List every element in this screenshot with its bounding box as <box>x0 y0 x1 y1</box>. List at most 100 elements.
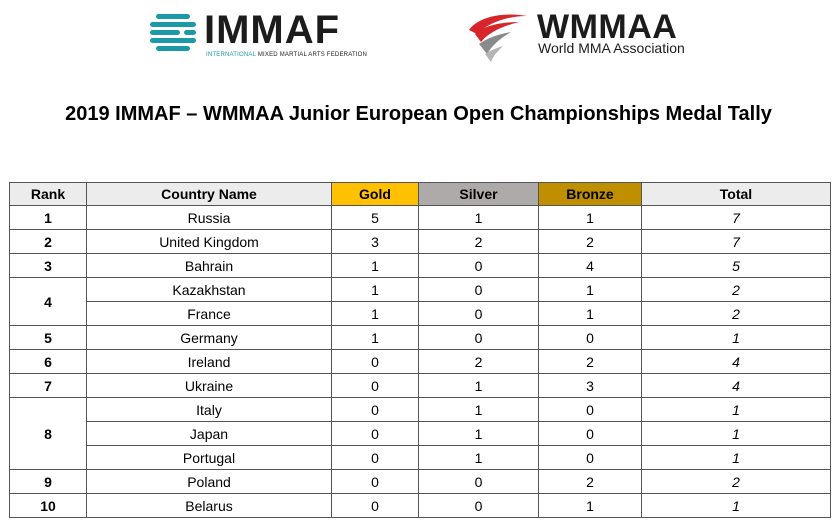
total-cell: 4 <box>641 373 831 398</box>
silver-cell: 0 <box>418 469 539 494</box>
gold-cell: 5 <box>331 205 419 230</box>
silver-cell: 1 <box>418 397 539 422</box>
table-row: 4 Kazakhstan 1 0 1 2 <box>9 277 831 326</box>
header-silver: Silver <box>418 182 539 206</box>
silver-cell: 0 <box>418 253 539 278</box>
immaf-stripes-logo-icon <box>150 14 196 51</box>
gold-cell: 0 <box>331 445 419 470</box>
total-cell: 1 <box>641 445 831 470</box>
bronze-cell: 0 <box>538 421 642 446</box>
country-cell: Belarus <box>86 493 332 518</box>
immaf-subtitle: INTERNATIONAL MIXED MARTIAL ARTS FEDERAT… <box>206 52 368 58</box>
table-row: 10 Belarus 0 0 1 1 <box>9 493 831 518</box>
silver-cell: 0 <box>418 277 539 302</box>
table-header-row: Rank Country Name Gold Silver Bronze Tot… <box>9 182 831 206</box>
gold-cell: 0 <box>331 421 419 446</box>
table-row: France 1 0 1 2 <box>10 301 831 326</box>
silver-cell: 1 <box>418 445 539 470</box>
gold-cell: 1 <box>331 301 419 326</box>
bronze-cell: 3 <box>538 373 642 398</box>
header-gold: Gold <box>331 182 419 206</box>
rank-cell: 5 <box>9 325 87 350</box>
rank-cell: 7 <box>9 373 87 398</box>
rank-cell: 4 <box>9 277 87 326</box>
rank-cell: 10 <box>9 493 87 518</box>
rank-cell: 8 <box>9 397 87 470</box>
header-bronze: Bronze <box>538 182 642 206</box>
gold-cell: 0 <box>331 469 419 494</box>
gold-cell: 0 <box>331 493 419 518</box>
country-cell: United Kingdom <box>86 229 332 254</box>
country-cell: Kazakhstan <box>86 277 332 302</box>
total-cell: 7 <box>641 229 831 254</box>
total-cell: 2 <box>641 301 831 326</box>
table-row: 6 Ireland 0 2 2 4 <box>9 349 831 374</box>
silver-cell: 0 <box>418 301 539 326</box>
gold-cell: 3 <box>331 229 419 254</box>
gold-cell: 0 <box>331 373 419 398</box>
bronze-cell: 2 <box>538 229 642 254</box>
country-cell: Ukraine <box>86 373 332 398</box>
table-row: 5 Germany 1 0 0 1 <box>9 325 831 350</box>
silver-cell: 0 <box>418 325 539 350</box>
wmmaa-subtitle: World MMA Association <box>538 40 685 56</box>
total-cell: 2 <box>641 469 831 494</box>
header-rank: Rank <box>9 182 87 206</box>
country-cell: Italy <box>86 397 332 422</box>
bronze-cell: 2 <box>538 469 642 494</box>
country-cell: Ireland <box>86 349 332 374</box>
bronze-cell: 0 <box>538 397 642 422</box>
total-cell: 1 <box>641 421 831 446</box>
gold-cell: 1 <box>331 277 419 302</box>
bronze-cell: 1 <box>538 301 642 326</box>
bronze-cell: 2 <box>538 349 642 374</box>
table-row: 1 Russia 5 1 1 7 <box>9 205 831 230</box>
table-row: 9 Poland 0 0 2 2 <box>9 469 831 494</box>
silver-cell: 2 <box>418 349 539 374</box>
bronze-cell: 4 <box>538 253 642 278</box>
rank-cell: 6 <box>9 349 87 374</box>
silver-cell: 1 <box>418 421 539 446</box>
country-cell: France <box>86 301 332 326</box>
wmmaa-swoosh-logo-icon <box>469 14 527 62</box>
header-country: Country Name <box>86 182 332 206</box>
gold-cell: 0 <box>331 397 419 422</box>
rank-cell: 1 <box>9 205 87 230</box>
table-row: Portugal 0 1 0 1 <box>10 445 831 470</box>
country-cell: Germany <box>86 325 332 350</box>
total-cell: 4 <box>641 349 831 374</box>
gold-cell: 1 <box>331 253 419 278</box>
silver-cell: 1 <box>418 205 539 230</box>
gold-cell: 0 <box>331 349 419 374</box>
immaf-wordmark: IMMAF <box>204 8 341 52</box>
page-title: 2019 IMMAF – WMMAA Junior European Open … <box>65 103 772 125</box>
country-cell: Bahrain <box>86 253 332 278</box>
table-row: Japan 0 1 0 1 <box>10 421 831 446</box>
total-cell: 5 <box>641 253 831 278</box>
bronze-cell: 0 <box>538 325 642 350</box>
country-cell: Russia <box>86 205 332 230</box>
header-total: Total <box>641 182 831 206</box>
table-row: 7 Ukraine 0 1 3 4 <box>9 373 831 398</box>
rank-cell: 3 <box>9 253 87 278</box>
rank-cell: 9 <box>9 469 87 494</box>
country-cell: Portugal <box>86 445 332 470</box>
table-row: 3 Bahrain 1 0 4 5 <box>9 253 831 278</box>
gold-cell: 1 <box>331 325 419 350</box>
country-cell: Japan <box>86 421 332 446</box>
logo-bar: IMMAF INTERNATIONAL MIXED MARTIAL ARTS F… <box>0 0 837 70</box>
silver-cell: 1 <box>418 373 539 398</box>
total-cell: 1 <box>641 325 831 350</box>
table-row: 2 United Kingdom 3 2 2 7 <box>9 229 831 254</box>
bronze-cell: 1 <box>538 493 642 518</box>
total-cell: 7 <box>641 205 831 230</box>
country-cell: Poland <box>86 469 332 494</box>
bronze-cell: 1 <box>538 205 642 230</box>
silver-cell: 0 <box>418 493 539 518</box>
total-cell: 1 <box>641 397 831 422</box>
rank-cell: 2 <box>9 229 87 254</box>
medal-tally-table: Rank Country Name Gold Silver Bronze Tot… <box>9 182 831 518</box>
table-row: 8 Italy 0 1 0 1 <box>9 397 831 470</box>
bronze-cell: 0 <box>538 445 642 470</box>
total-cell: 2 <box>641 277 831 302</box>
